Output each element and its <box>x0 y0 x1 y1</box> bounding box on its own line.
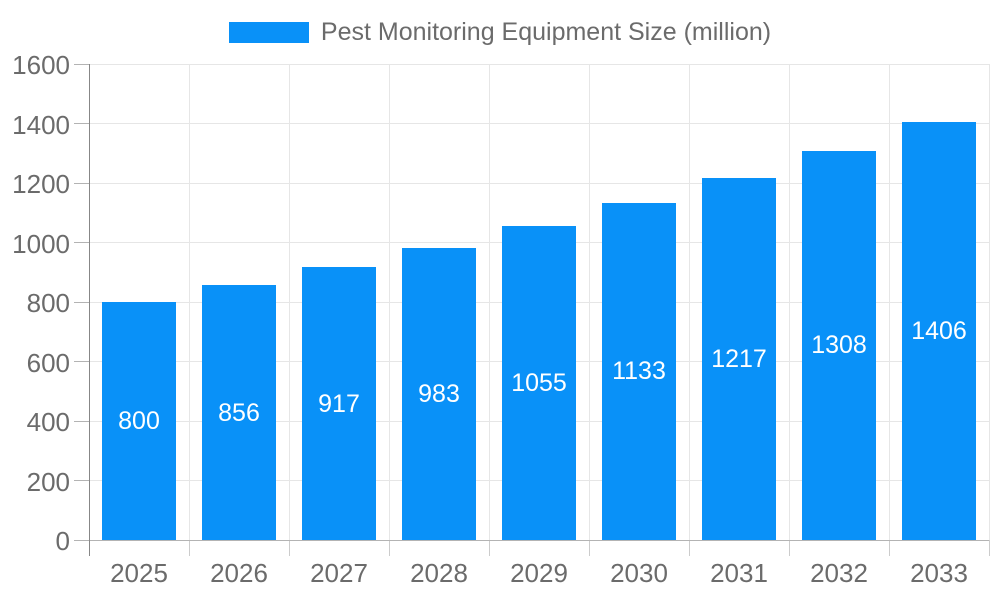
x-axis-tick <box>688 540 690 556</box>
v-gridline <box>888 64 890 540</box>
bar[interactable]: 1308 <box>802 150 876 540</box>
bar-value-label: 800 <box>118 407 160 435</box>
v-gridline <box>288 64 290 540</box>
x-axis-tick <box>988 540 990 556</box>
bar[interactable]: 1217 <box>702 177 776 540</box>
v-gridline <box>688 64 690 540</box>
x-axis-label: 2029 <box>510 558 568 588</box>
h-gridline <box>89 182 989 184</box>
v-gridline <box>188 64 190 540</box>
bar[interactable]: 856 <box>202 285 276 540</box>
x-axis-tick <box>588 540 590 556</box>
legend[interactable]: Pest Monitoring Equipment Size (million) <box>0 16 1000 49</box>
y-axis-label: 800 <box>26 288 70 318</box>
v-gridline <box>988 64 990 540</box>
bar[interactable]: 1406 <box>902 121 976 540</box>
y-axis-tick <box>74 480 89 481</box>
h-gridline <box>89 63 989 65</box>
legend-swatch <box>228 22 309 43</box>
y-axis-label: 400 <box>26 407 70 437</box>
bar-value-label: 1308 <box>811 331 867 360</box>
y-axis-line <box>88 64 90 556</box>
bar-value-label: 1133 <box>612 357 666 386</box>
bar-value-label: 1406 <box>911 316 967 345</box>
x-axis-tick <box>488 540 490 556</box>
v-gridline <box>488 64 490 540</box>
bar-value-label: 917 <box>318 389 360 418</box>
y-axis-label: 1000 <box>12 228 70 259</box>
v-gridline <box>588 64 590 540</box>
y-axis-tick <box>74 123 89 124</box>
y-axis-tick <box>74 242 89 243</box>
legend-label: Pest Monitoring Equipment Size (million) <box>320 18 772 46</box>
x-axis-label: 2026 <box>210 558 268 588</box>
x-axis-tick <box>888 540 890 556</box>
x-axis-label: 2033 <box>910 558 968 588</box>
x-axis-label: 2025 <box>110 558 168 588</box>
x-axis-label: 2030 <box>610 558 668 588</box>
v-gridline <box>388 64 390 540</box>
y-axis-tick <box>74 361 89 362</box>
bar[interactable]: 983 <box>402 247 476 540</box>
x-axis-tick <box>388 540 390 556</box>
y-axis-label: 1600 <box>12 50 70 80</box>
y-axis-label: 0 <box>55 526 70 556</box>
x-axis-label: 2027 <box>310 558 368 588</box>
y-axis-label: 200 <box>26 466 70 497</box>
v-gridline <box>788 64 790 540</box>
x-axis-label: 2028 <box>410 558 468 588</box>
x-axis-label: 2032 <box>810 558 868 588</box>
bar-value-label: 983 <box>418 379 460 408</box>
y-axis-label: 600 <box>26 347 70 378</box>
h-gridline <box>89 123 989 124</box>
y-axis-tick <box>74 182 89 184</box>
bar[interactable]: 800 <box>102 302 176 540</box>
y-axis-label: 1400 <box>12 109 70 140</box>
bar-value-label: 1055 <box>511 369 567 398</box>
y-axis-label: 1200 <box>12 169 70 199</box>
bar-value-label: 1217 <box>711 344 767 373</box>
x-baseline <box>89 539 989 541</box>
x-axis-tick <box>188 540 190 556</box>
y-axis-tick <box>74 539 89 541</box>
x-axis-tick <box>288 540 290 556</box>
bar[interactable]: 917 <box>302 267 376 540</box>
x-axis-tick <box>788 540 790 556</box>
bar[interactable]: 1055 <box>502 226 576 540</box>
y-axis-tick <box>74 420 89 422</box>
bar[interactable]: 1133 <box>602 202 676 540</box>
x-axis-label: 2031 <box>710 558 768 588</box>
y-axis-tick <box>74 301 89 303</box>
y-axis-tick <box>74 63 89 65</box>
bar-value-label: 856 <box>218 398 260 427</box>
